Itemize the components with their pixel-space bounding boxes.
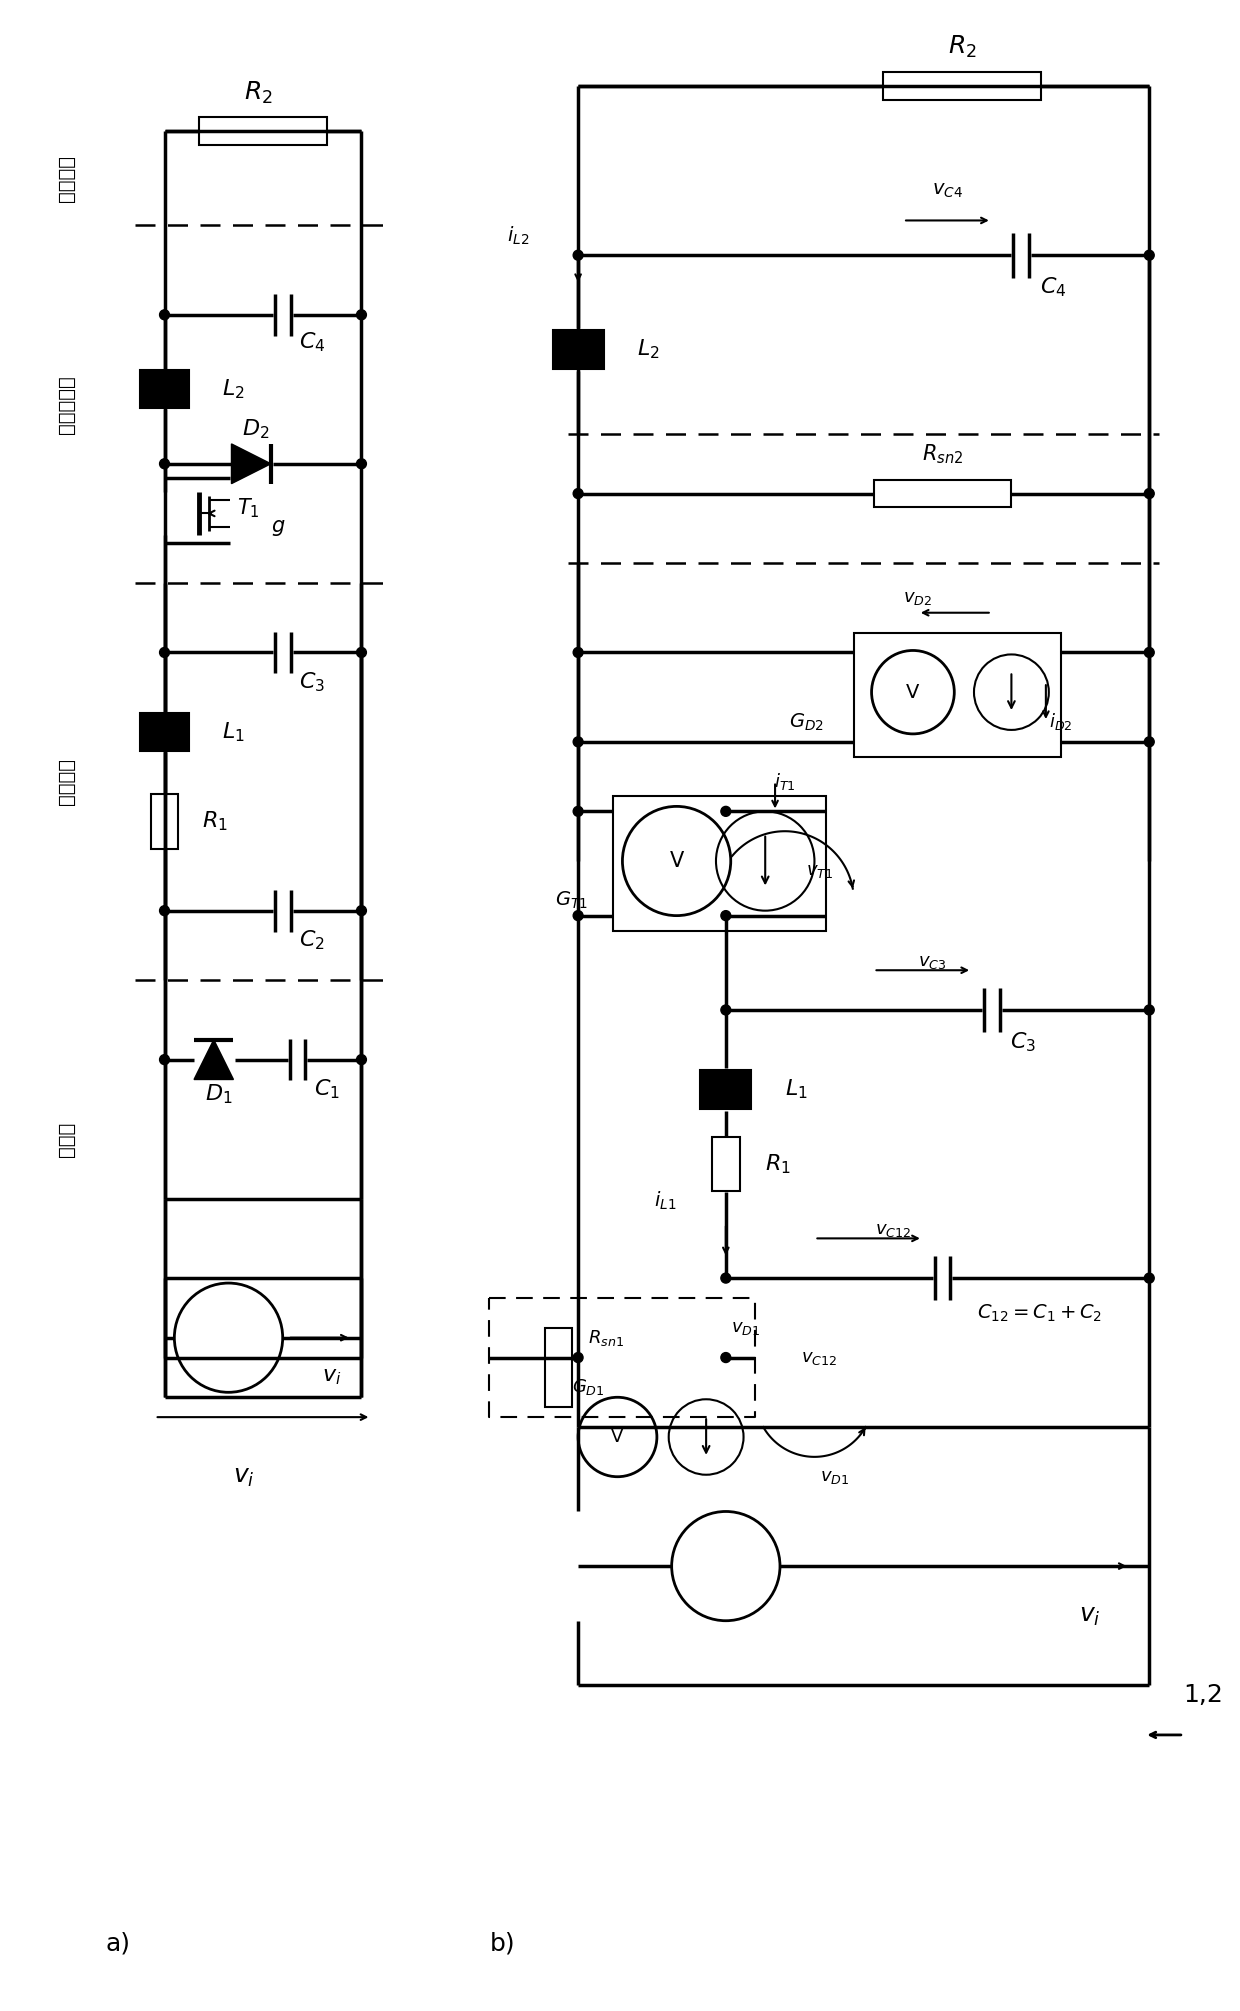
Circle shape — [573, 1353, 583, 1363]
Text: $C_3$: $C_3$ — [299, 670, 325, 694]
Text: a): a) — [105, 1931, 130, 1955]
Bar — [553, 330, 604, 370]
Text: $C_4$: $C_4$ — [299, 332, 325, 354]
Bar — [140, 714, 190, 750]
Circle shape — [720, 1353, 730, 1363]
Text: $v_{T1}$: $v_{T1}$ — [806, 863, 833, 881]
Text: $L_1$: $L_1$ — [785, 1078, 807, 1102]
Bar — [140, 370, 190, 408]
Circle shape — [160, 1054, 170, 1064]
Bar — [883, 72, 1040, 101]
Circle shape — [1145, 736, 1154, 746]
Text: $i_{L1}$: $i_{L1}$ — [655, 1191, 677, 1213]
Text: $v_{C4}$: $v_{C4}$ — [932, 181, 962, 201]
Circle shape — [720, 1273, 730, 1283]
Text: $i_{D2}$: $i_{D2}$ — [1049, 712, 1073, 732]
Circle shape — [573, 806, 583, 816]
Text: $L_1$: $L_1$ — [222, 720, 244, 744]
Circle shape — [573, 736, 583, 746]
Text: $g$: $g$ — [270, 519, 285, 539]
Circle shape — [1145, 648, 1154, 658]
Bar — [854, 633, 1060, 756]
Text: $v_{D1}$: $v_{D1}$ — [730, 1319, 760, 1337]
Text: $R_1$: $R_1$ — [202, 810, 228, 833]
Text: $v_{C12}$: $v_{C12}$ — [875, 1221, 911, 1239]
Text: $C_3$: $C_3$ — [1011, 1030, 1037, 1054]
Text: $R_2$: $R_2$ — [244, 80, 273, 107]
Text: 变流器: 变流器 — [57, 1122, 76, 1156]
Circle shape — [573, 911, 583, 921]
Text: $v_i$: $v_i$ — [322, 1367, 341, 1388]
Text: 欧姆负载: 欧姆负载 — [57, 155, 76, 201]
Circle shape — [720, 911, 730, 921]
Text: $v_i$: $v_i$ — [1079, 1603, 1101, 1627]
Circle shape — [1145, 489, 1154, 499]
Bar — [613, 796, 826, 931]
Circle shape — [720, 1006, 730, 1016]
Text: $v_{D2}$: $v_{D2}$ — [903, 589, 932, 607]
Text: $R_{sn2}$: $R_{sn2}$ — [921, 442, 963, 467]
Text: 1,2: 1,2 — [1184, 1683, 1224, 1707]
Text: $v_{C12}$: $v_{C12}$ — [801, 1349, 837, 1367]
Polygon shape — [193, 1040, 233, 1080]
Text: $C_2$: $C_2$ — [299, 929, 325, 953]
Text: $R_2$: $R_2$ — [947, 34, 977, 60]
Text: V: V — [670, 851, 683, 871]
Polygon shape — [232, 444, 270, 483]
Bar — [873, 481, 1012, 507]
Circle shape — [1145, 249, 1154, 259]
Text: $G_{T1}$: $G_{T1}$ — [556, 891, 588, 911]
Circle shape — [357, 459, 366, 469]
Bar — [198, 117, 327, 145]
Text: b): b) — [490, 1931, 515, 1955]
Text: 传输线路: 传输线路 — [57, 758, 76, 804]
Text: V: V — [611, 1428, 624, 1446]
Text: $D_2$: $D_2$ — [242, 416, 270, 440]
Circle shape — [160, 459, 170, 469]
Text: $v_{C3}$: $v_{C3}$ — [919, 953, 947, 971]
Text: $C_{12}=C_1+C_2$: $C_{12}=C_1+C_2$ — [977, 1303, 1102, 1323]
Text: $C_4$: $C_4$ — [1039, 276, 1066, 300]
Circle shape — [160, 648, 170, 658]
Bar — [712, 1136, 739, 1191]
Text: V: V — [906, 682, 920, 702]
Circle shape — [573, 249, 583, 259]
Bar — [701, 1070, 751, 1110]
Bar — [151, 794, 179, 849]
Circle shape — [160, 905, 170, 915]
Text: $T_1$: $T_1$ — [237, 497, 259, 521]
Text: $G_{D2}$: $G_{D2}$ — [790, 712, 825, 732]
Text: $G_{D1}$: $G_{D1}$ — [572, 1378, 604, 1398]
Circle shape — [573, 489, 583, 499]
Circle shape — [573, 648, 583, 658]
Text: $R_1$: $R_1$ — [765, 1152, 791, 1176]
Text: $i_{L2}$: $i_{L2}$ — [507, 223, 529, 247]
Circle shape — [720, 806, 730, 816]
Circle shape — [357, 310, 366, 320]
Text: $L_2$: $L_2$ — [222, 378, 244, 400]
Text: $C_1$: $C_1$ — [314, 1078, 340, 1102]
Text: $i_{T1}$: $i_{T1}$ — [774, 770, 796, 792]
Circle shape — [1145, 1273, 1154, 1283]
Text: $R_{sn1}$: $R_{sn1}$ — [588, 1327, 624, 1347]
Bar — [544, 1327, 572, 1408]
Text: $D_1$: $D_1$ — [205, 1082, 232, 1106]
Text: $L_2$: $L_2$ — [637, 338, 660, 362]
Circle shape — [357, 905, 366, 915]
Text: $v_i$: $v_i$ — [233, 1464, 254, 1488]
Circle shape — [357, 1054, 366, 1064]
Circle shape — [160, 310, 170, 320]
Circle shape — [1145, 1006, 1154, 1016]
Text: $v_{D1}$: $v_{D1}$ — [820, 1468, 848, 1486]
Text: 降压转换器: 降压转换器 — [57, 374, 76, 434]
Circle shape — [357, 648, 366, 658]
